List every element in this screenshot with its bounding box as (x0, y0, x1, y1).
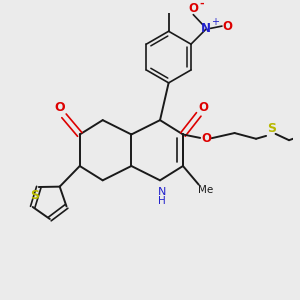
Text: O: O (54, 101, 65, 114)
Text: O: O (198, 101, 208, 114)
Text: S: S (30, 189, 39, 202)
Text: O: O (223, 20, 233, 33)
Text: O: O (201, 132, 211, 145)
Text: H: H (158, 196, 166, 206)
Text: N: N (158, 188, 166, 197)
Text: Me: Me (198, 185, 214, 195)
Text: +: + (211, 17, 219, 27)
Text: O: O (188, 2, 198, 15)
Text: -: - (199, 0, 204, 9)
Text: S: S (267, 122, 276, 135)
Text: N: N (201, 22, 211, 35)
